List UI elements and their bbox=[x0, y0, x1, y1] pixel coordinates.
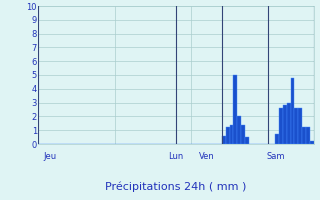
Bar bbox=[283, 105, 287, 144]
Bar bbox=[233, 75, 237, 144]
Bar bbox=[222, 136, 226, 144]
Bar bbox=[302, 127, 306, 144]
Bar bbox=[298, 108, 302, 144]
Bar bbox=[291, 78, 294, 144]
Bar bbox=[294, 108, 298, 144]
Bar bbox=[279, 108, 283, 144]
Bar bbox=[237, 116, 241, 144]
Text: Lun: Lun bbox=[168, 152, 184, 161]
Bar bbox=[306, 127, 310, 144]
Text: Ven: Ven bbox=[199, 152, 214, 161]
Bar bbox=[229, 125, 233, 144]
Bar bbox=[310, 141, 314, 144]
Bar bbox=[226, 127, 229, 144]
Text: Précipitations 24h ( mm ): Précipitations 24h ( mm ) bbox=[105, 182, 247, 192]
Bar bbox=[276, 134, 279, 144]
Bar bbox=[287, 103, 291, 144]
Text: Jeu: Jeu bbox=[43, 152, 56, 161]
Text: Sam: Sam bbox=[266, 152, 284, 161]
Bar bbox=[241, 125, 245, 144]
Bar bbox=[245, 137, 249, 144]
